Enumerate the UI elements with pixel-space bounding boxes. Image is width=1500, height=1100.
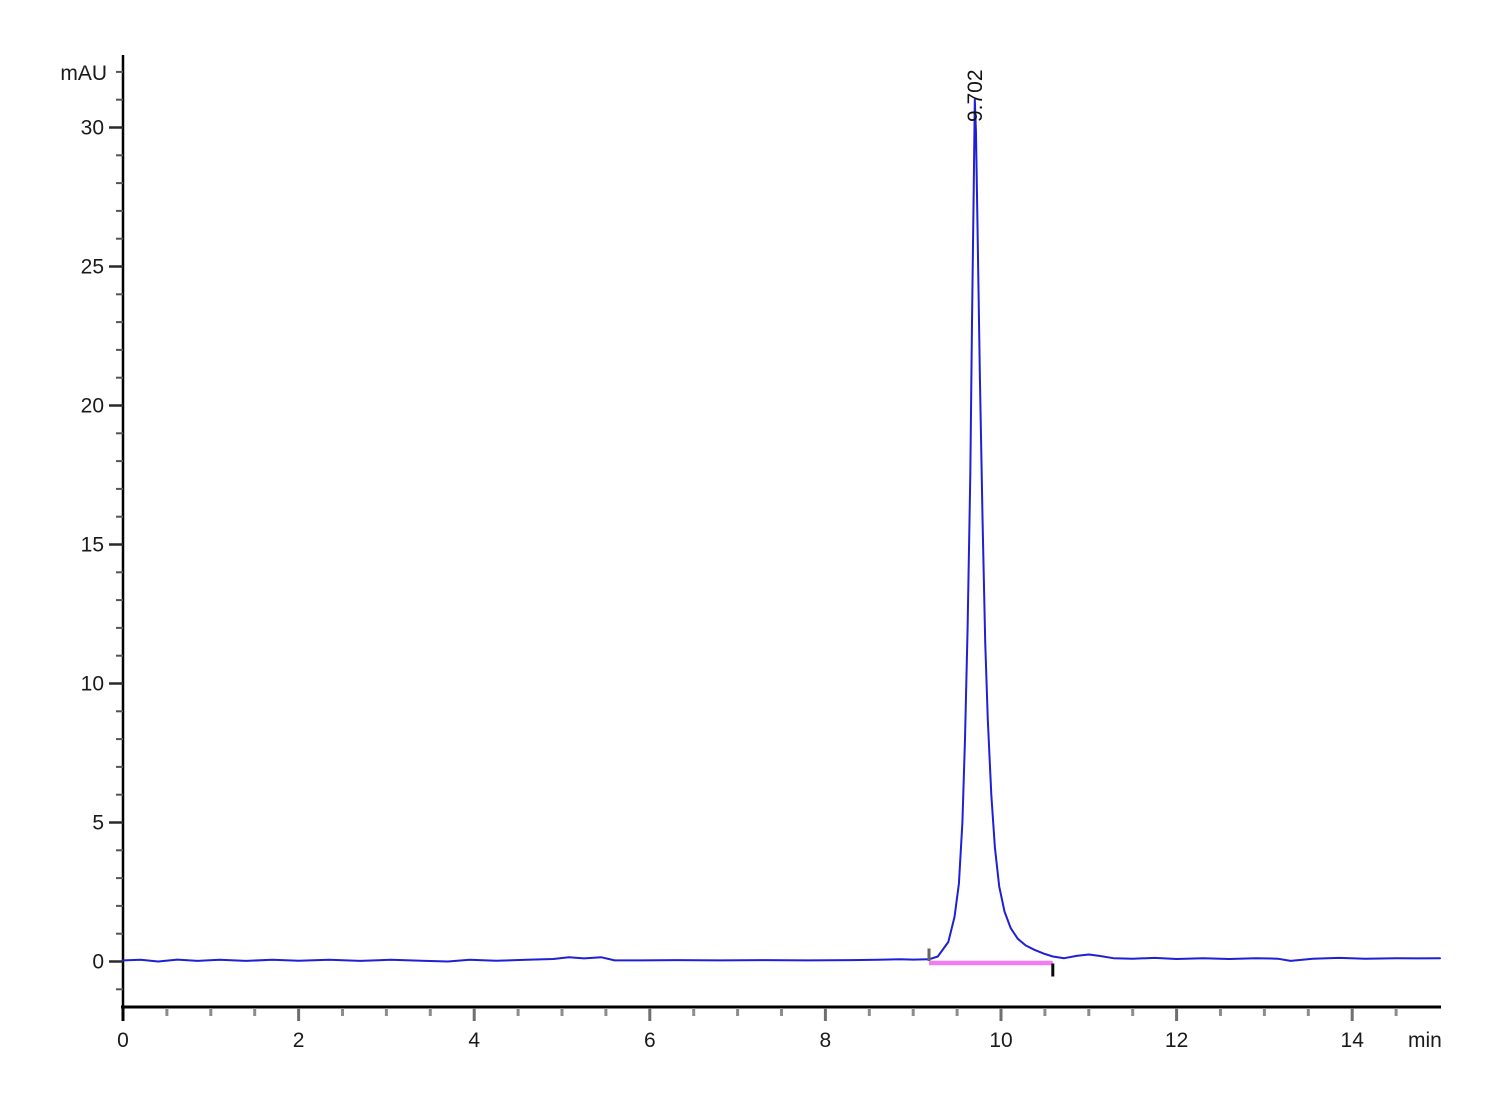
y-axis-tick-label: 30: [81, 117, 104, 140]
x-axis-tick-label: 8: [820, 1029, 832, 1052]
x-axis-tick-label: 14: [1341, 1029, 1365, 1052]
y-axis-tick-label: 5: [92, 812, 104, 835]
signal-trace: [122, 98, 1441, 963]
x-axis-tick-label: 2: [293, 1029, 305, 1052]
y-axis-tick-label: 25: [81, 256, 104, 279]
x-axis-tick-label: 10: [989, 1029, 1012, 1052]
x-axis-tick-label: 0: [117, 1029, 129, 1052]
x-axis-tick-label: 12: [1165, 1029, 1188, 1052]
y-axis-unit-label: mAU: [60, 62, 107, 85]
y-axis-tick-label: 20: [81, 395, 104, 418]
y-axis-tick-label: 10: [81, 673, 104, 696]
peak-retention-time-label: 9.702: [964, 69, 987, 122]
x-axis-tick-label: 4: [468, 1029, 480, 1052]
x-axis-tick-label: 6: [644, 1029, 656, 1052]
x-axis-unit-label: min: [1408, 1029, 1442, 1052]
y-axis-tick-label: 15: [81, 534, 104, 557]
y-axis-tick-label: 0: [92, 951, 104, 974]
